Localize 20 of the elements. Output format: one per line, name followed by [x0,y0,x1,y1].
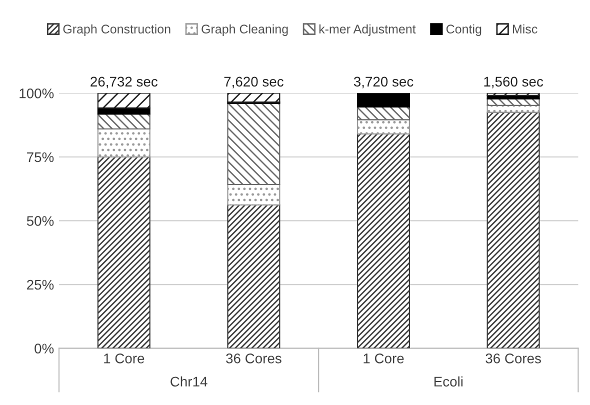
legend-label: Contig [446,24,482,36]
text: Ecoli [434,376,463,387]
y-tick-label: 50% [26,216,54,226]
legend-label: Misc [512,24,538,34]
text: 1,560 sec [484,76,544,88]
text: 7,620 sec [224,76,284,88]
legend-label: Graph Construction [63,24,170,36]
text: 3,720 sec [354,76,414,88]
legend-label: k-mer Adjustment [319,24,416,36]
x-tick-label: 1 Core [364,354,404,364]
text: Chr14 [170,376,208,387]
y-tick-label: 25% [27,280,54,290]
x-tick-label: 36 Cores [226,354,282,364]
y-tick-label: 75% [27,152,54,162]
y-tick-label: 100% [20,88,54,98]
y-tick-label: 0% [34,344,54,354]
x-tick-label: 1 Core [104,354,144,364]
text: 26,732 sec [90,76,158,88]
legend-label: Graph Cleaning [202,24,288,36]
x-tick-label: 36 Cores [486,354,541,364]
